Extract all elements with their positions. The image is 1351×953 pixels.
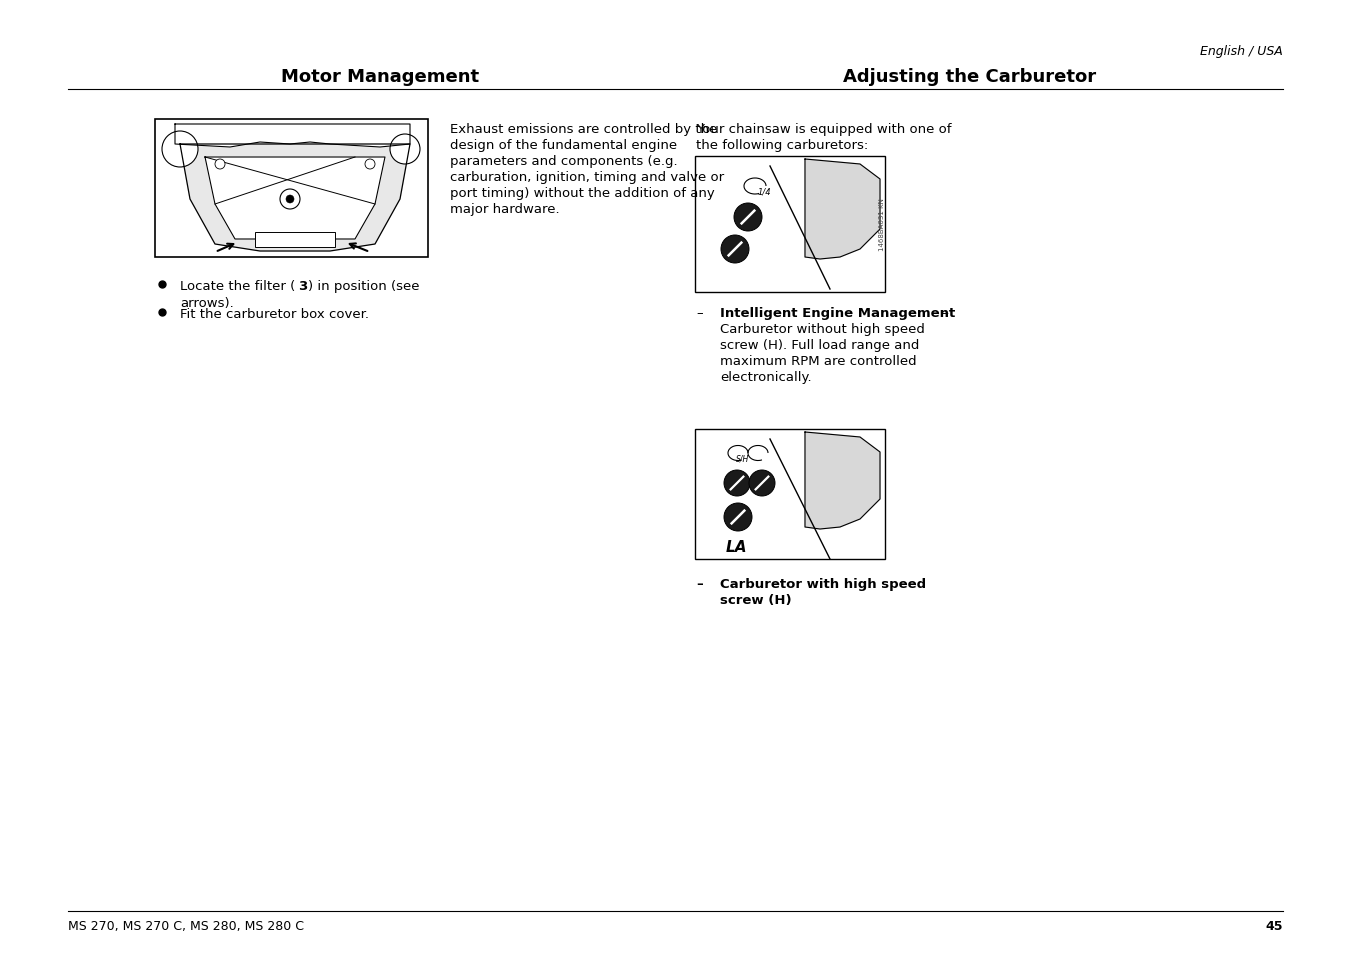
Circle shape — [724, 503, 753, 532]
Circle shape — [215, 160, 226, 170]
Text: –: – — [696, 307, 703, 319]
Text: parameters and components (e.g.: parameters and components (e.g. — [450, 154, 678, 168]
Polygon shape — [805, 433, 880, 530]
Text: Motor Management: Motor Management — [281, 68, 480, 86]
Circle shape — [721, 235, 748, 264]
Bar — [694, 430, 885, 559]
Text: electronically.: electronically. — [720, 371, 812, 384]
Text: S/H: S/H — [736, 454, 750, 463]
Circle shape — [748, 471, 775, 497]
Text: Intelligent Engine Management: Intelligent Engine Management — [720, 307, 955, 319]
Circle shape — [280, 190, 300, 210]
Text: maximum RPM are controlled: maximum RPM are controlled — [720, 355, 916, 368]
Bar — [694, 157, 885, 293]
Bar — [255, 233, 335, 248]
Text: Locate the filter (: Locate the filter ( — [180, 280, 296, 293]
Bar — [155, 120, 428, 257]
Polygon shape — [205, 158, 385, 240]
Text: –: – — [938, 307, 948, 319]
Text: MS 270, MS 270 C, MS 280, MS 280 C: MS 270, MS 270 C, MS 280, MS 280 C — [68, 919, 304, 932]
Polygon shape — [180, 145, 409, 252]
Circle shape — [390, 135, 420, 165]
Text: ) in position (see: ) in position (see — [308, 280, 420, 293]
Text: 45: 45 — [1266, 919, 1283, 932]
Text: Carburetor with high speed: Carburetor with high speed — [720, 578, 927, 590]
Text: 1/4: 1/4 — [758, 188, 771, 196]
Text: major hardware.: major hardware. — [450, 203, 559, 215]
Text: Fit the carburetor box cover.: Fit the carburetor box cover. — [180, 308, 369, 320]
Circle shape — [724, 471, 750, 497]
Text: port timing) without the addition of any: port timing) without the addition of any — [450, 187, 715, 200]
Polygon shape — [805, 160, 880, 260]
Text: Your chainsaw is equipped with one of: Your chainsaw is equipped with one of — [696, 123, 951, 136]
Polygon shape — [176, 125, 409, 148]
Text: 3: 3 — [299, 280, 307, 293]
Text: screw (H). Full load range and: screw (H). Full load range and — [720, 338, 920, 352]
Text: carburation, ignition, timing and valve or: carburation, ignition, timing and valve … — [450, 171, 724, 184]
Circle shape — [162, 132, 199, 168]
Text: LA: LA — [725, 539, 747, 555]
Text: the following carburetors:: the following carburetors: — [696, 139, 869, 152]
Text: Exhaust emissions are controlled by the: Exhaust emissions are controlled by the — [450, 123, 717, 136]
Text: arrows).: arrows). — [180, 296, 234, 310]
Text: English / USA: English / USA — [1200, 45, 1283, 58]
Circle shape — [365, 160, 376, 170]
Text: –: – — [696, 578, 703, 590]
Circle shape — [734, 204, 762, 232]
Circle shape — [286, 195, 295, 204]
Text: screw (H): screw (H) — [720, 594, 792, 606]
Text: design of the fundamental engine: design of the fundamental engine — [450, 139, 677, 152]
Text: Carburetor without high speed: Carburetor without high speed — [720, 323, 925, 335]
Text: Adjusting the Carburetor: Adjusting the Carburetor — [843, 68, 1097, 86]
Text: 1468BA031 KN: 1468BA031 KN — [880, 198, 885, 252]
